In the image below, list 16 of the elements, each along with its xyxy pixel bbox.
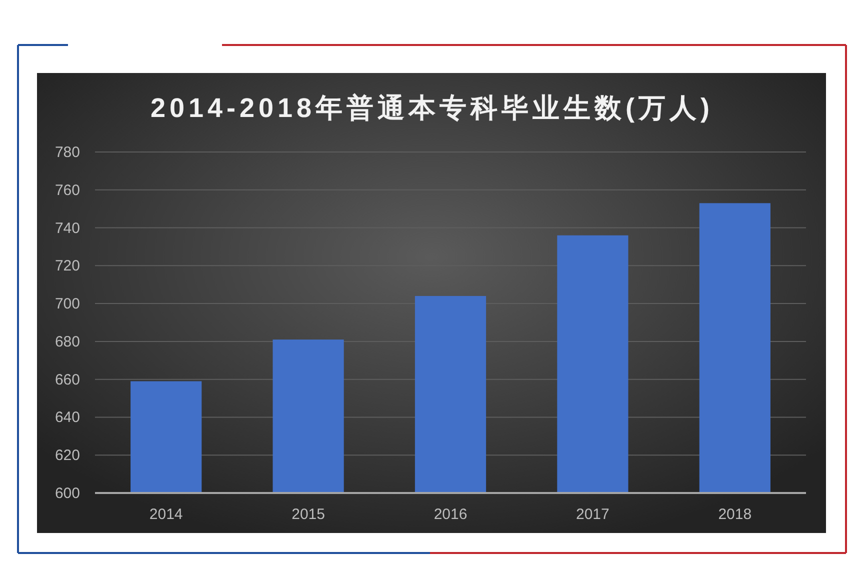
y-tick-label: 760 <box>54 182 80 199</box>
y-tick-label: 740 <box>54 220 80 237</box>
y-tick-label: 720 <box>54 258 80 275</box>
y-tick-label: 660 <box>54 371 80 388</box>
x-tick-label: 2014 <box>149 506 183 523</box>
y-tick-label: 780 <box>54 144 80 161</box>
y-tick-label: 680 <box>54 333 80 350</box>
x-tick-label: 2018 <box>718 506 752 523</box>
y-tick-label: 620 <box>54 447 80 464</box>
x-tick-label: 2017 <box>576 506 610 523</box>
y-tick-label: 600 <box>54 485 80 502</box>
title: 2014-2018年普通本专科毕业生数(万人) <box>150 93 714 123</box>
y-tick-label: 640 <box>54 409 80 426</box>
x-tick-label: 2016 <box>434 506 468 523</box>
x-tick-label: 2015 <box>292 506 325 523</box>
y-tick-label: 700 <box>54 296 80 313</box>
